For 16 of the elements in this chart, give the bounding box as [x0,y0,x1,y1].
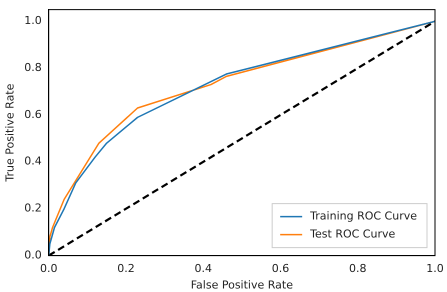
y-tick-label: 0.2 [24,202,42,215]
x-tick-label: 0.2 [117,262,135,276]
legend-label: Test ROC Curve [309,227,396,240]
x-tick-label: 0.6 [272,262,290,276]
x-tick-label: 0.4 [194,262,212,276]
y-tick-label: 0.6 [24,108,42,121]
x-tick-label: 0.0 [40,262,58,276]
y-tick-label: 0.0 [24,248,42,262]
legend-label: Training ROC Curve [309,209,418,222]
y-tick-label: 0.8 [24,61,42,74]
x-tick-label: 0.8 [348,262,366,276]
y-tick-label: 0.4 [24,154,42,168]
y-tick-label: 1.0 [24,14,42,28]
x-axis-title: False Positive Rate [190,278,294,292]
x-tick-label: 1.0 [426,262,444,276]
y-axis-title: True Positive Rate [3,83,16,183]
